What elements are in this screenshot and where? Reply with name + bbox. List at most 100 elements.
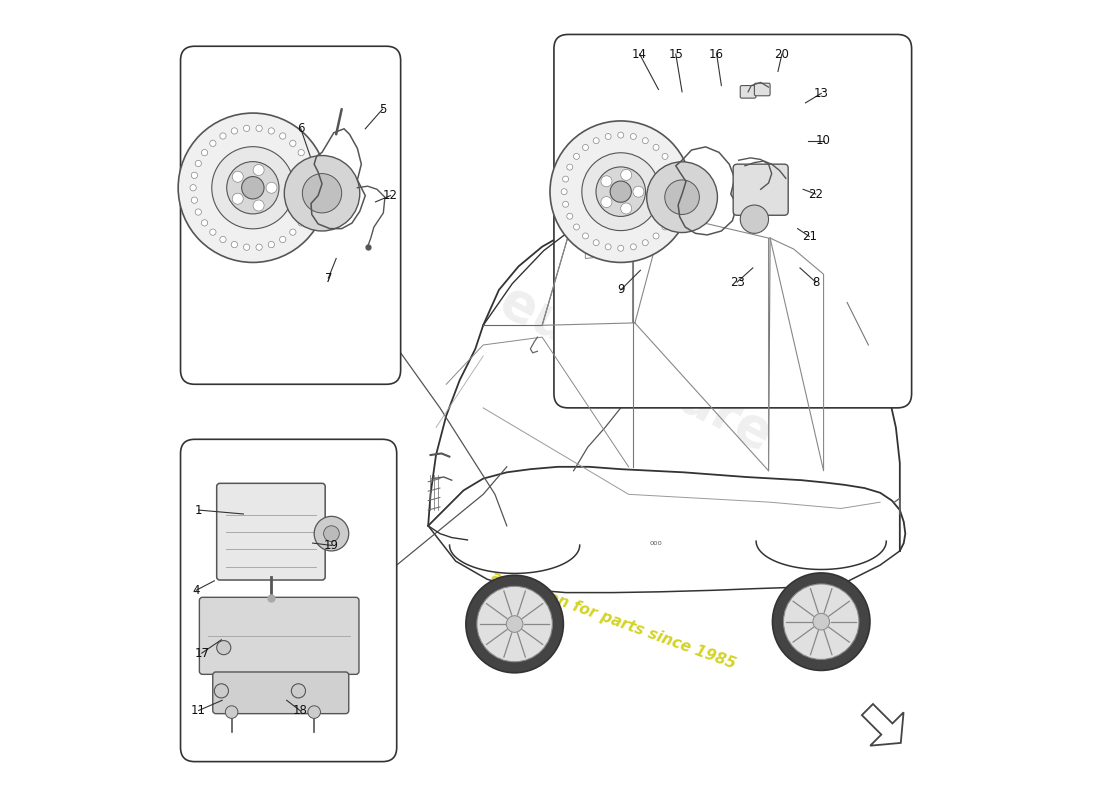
Circle shape bbox=[618, 132, 624, 138]
Circle shape bbox=[220, 236, 227, 242]
Text: 23: 23 bbox=[729, 275, 745, 289]
Circle shape bbox=[630, 244, 636, 250]
Circle shape bbox=[195, 160, 201, 166]
Circle shape bbox=[620, 170, 631, 180]
Text: 15: 15 bbox=[669, 48, 683, 61]
Circle shape bbox=[605, 134, 612, 139]
Circle shape bbox=[583, 145, 588, 150]
Circle shape bbox=[214, 684, 229, 698]
Circle shape bbox=[593, 138, 600, 144]
Circle shape bbox=[231, 128, 238, 134]
Circle shape bbox=[210, 229, 216, 235]
Circle shape bbox=[210, 140, 216, 146]
Circle shape bbox=[610, 181, 631, 202]
Circle shape bbox=[582, 153, 660, 230]
Circle shape bbox=[191, 172, 198, 178]
Circle shape bbox=[243, 125, 250, 131]
Circle shape bbox=[243, 244, 250, 250]
Text: 19: 19 bbox=[324, 539, 339, 552]
Circle shape bbox=[253, 165, 264, 175]
Circle shape bbox=[669, 164, 674, 170]
Circle shape bbox=[813, 614, 829, 630]
Text: 6: 6 bbox=[297, 122, 305, 135]
Circle shape bbox=[309, 185, 316, 191]
FancyBboxPatch shape bbox=[212, 672, 349, 714]
Text: 4: 4 bbox=[192, 584, 200, 597]
Text: 21: 21 bbox=[802, 230, 817, 243]
Circle shape bbox=[217, 641, 231, 654]
Circle shape bbox=[190, 185, 196, 191]
Text: 18: 18 bbox=[293, 704, 308, 717]
Text: 14: 14 bbox=[632, 48, 647, 61]
FancyBboxPatch shape bbox=[740, 86, 756, 98]
Circle shape bbox=[231, 242, 238, 248]
Circle shape bbox=[268, 242, 275, 248]
Circle shape bbox=[268, 128, 275, 134]
Circle shape bbox=[212, 146, 294, 229]
Circle shape bbox=[298, 150, 305, 156]
Text: 5: 5 bbox=[378, 102, 386, 116]
Text: 20: 20 bbox=[774, 48, 790, 61]
Circle shape bbox=[289, 140, 296, 146]
Circle shape bbox=[601, 197, 612, 207]
Circle shape bbox=[653, 233, 659, 239]
Circle shape bbox=[279, 133, 286, 139]
Circle shape bbox=[191, 197, 198, 203]
Circle shape bbox=[308, 197, 315, 203]
Circle shape bbox=[227, 162, 279, 214]
Circle shape bbox=[289, 229, 296, 235]
Circle shape bbox=[232, 171, 243, 182]
Circle shape bbox=[242, 177, 264, 199]
Text: 1: 1 bbox=[195, 503, 202, 517]
Circle shape bbox=[630, 134, 636, 139]
Circle shape bbox=[632, 186, 644, 197]
Circle shape bbox=[279, 236, 286, 242]
Circle shape bbox=[566, 164, 573, 170]
FancyBboxPatch shape bbox=[180, 439, 397, 762]
Circle shape bbox=[302, 174, 342, 213]
Circle shape bbox=[201, 150, 208, 156]
Circle shape bbox=[673, 176, 679, 182]
Circle shape bbox=[740, 205, 769, 234]
Circle shape bbox=[256, 244, 262, 250]
Circle shape bbox=[315, 516, 349, 551]
Circle shape bbox=[783, 584, 859, 659]
Circle shape bbox=[305, 160, 310, 166]
Circle shape bbox=[226, 706, 238, 718]
Text: 9: 9 bbox=[617, 283, 625, 297]
Circle shape bbox=[284, 155, 360, 231]
Circle shape bbox=[562, 176, 569, 182]
Circle shape bbox=[664, 180, 700, 214]
Circle shape bbox=[620, 203, 631, 214]
FancyBboxPatch shape bbox=[199, 598, 359, 674]
Circle shape bbox=[550, 121, 692, 262]
FancyBboxPatch shape bbox=[217, 483, 326, 580]
Circle shape bbox=[298, 220, 305, 226]
Circle shape bbox=[253, 200, 264, 211]
Circle shape bbox=[232, 194, 243, 204]
Text: 12: 12 bbox=[383, 189, 398, 202]
Circle shape bbox=[201, 220, 208, 226]
Circle shape bbox=[323, 526, 339, 542]
Text: 16: 16 bbox=[710, 48, 724, 61]
Text: ooo: ooo bbox=[650, 540, 662, 546]
Circle shape bbox=[662, 224, 668, 230]
FancyBboxPatch shape bbox=[734, 164, 789, 215]
Circle shape bbox=[566, 214, 573, 219]
Circle shape bbox=[305, 209, 310, 215]
Circle shape bbox=[669, 214, 674, 219]
Circle shape bbox=[642, 240, 648, 246]
Circle shape bbox=[195, 209, 201, 215]
Circle shape bbox=[308, 172, 315, 178]
Circle shape bbox=[596, 167, 646, 217]
Circle shape bbox=[266, 182, 277, 194]
Circle shape bbox=[573, 154, 580, 159]
Circle shape bbox=[653, 145, 659, 150]
Circle shape bbox=[618, 246, 624, 251]
Circle shape bbox=[256, 125, 262, 131]
FancyBboxPatch shape bbox=[755, 83, 770, 96]
Circle shape bbox=[673, 202, 679, 207]
Text: 7: 7 bbox=[324, 272, 332, 285]
Circle shape bbox=[662, 154, 668, 159]
Circle shape bbox=[593, 240, 600, 246]
